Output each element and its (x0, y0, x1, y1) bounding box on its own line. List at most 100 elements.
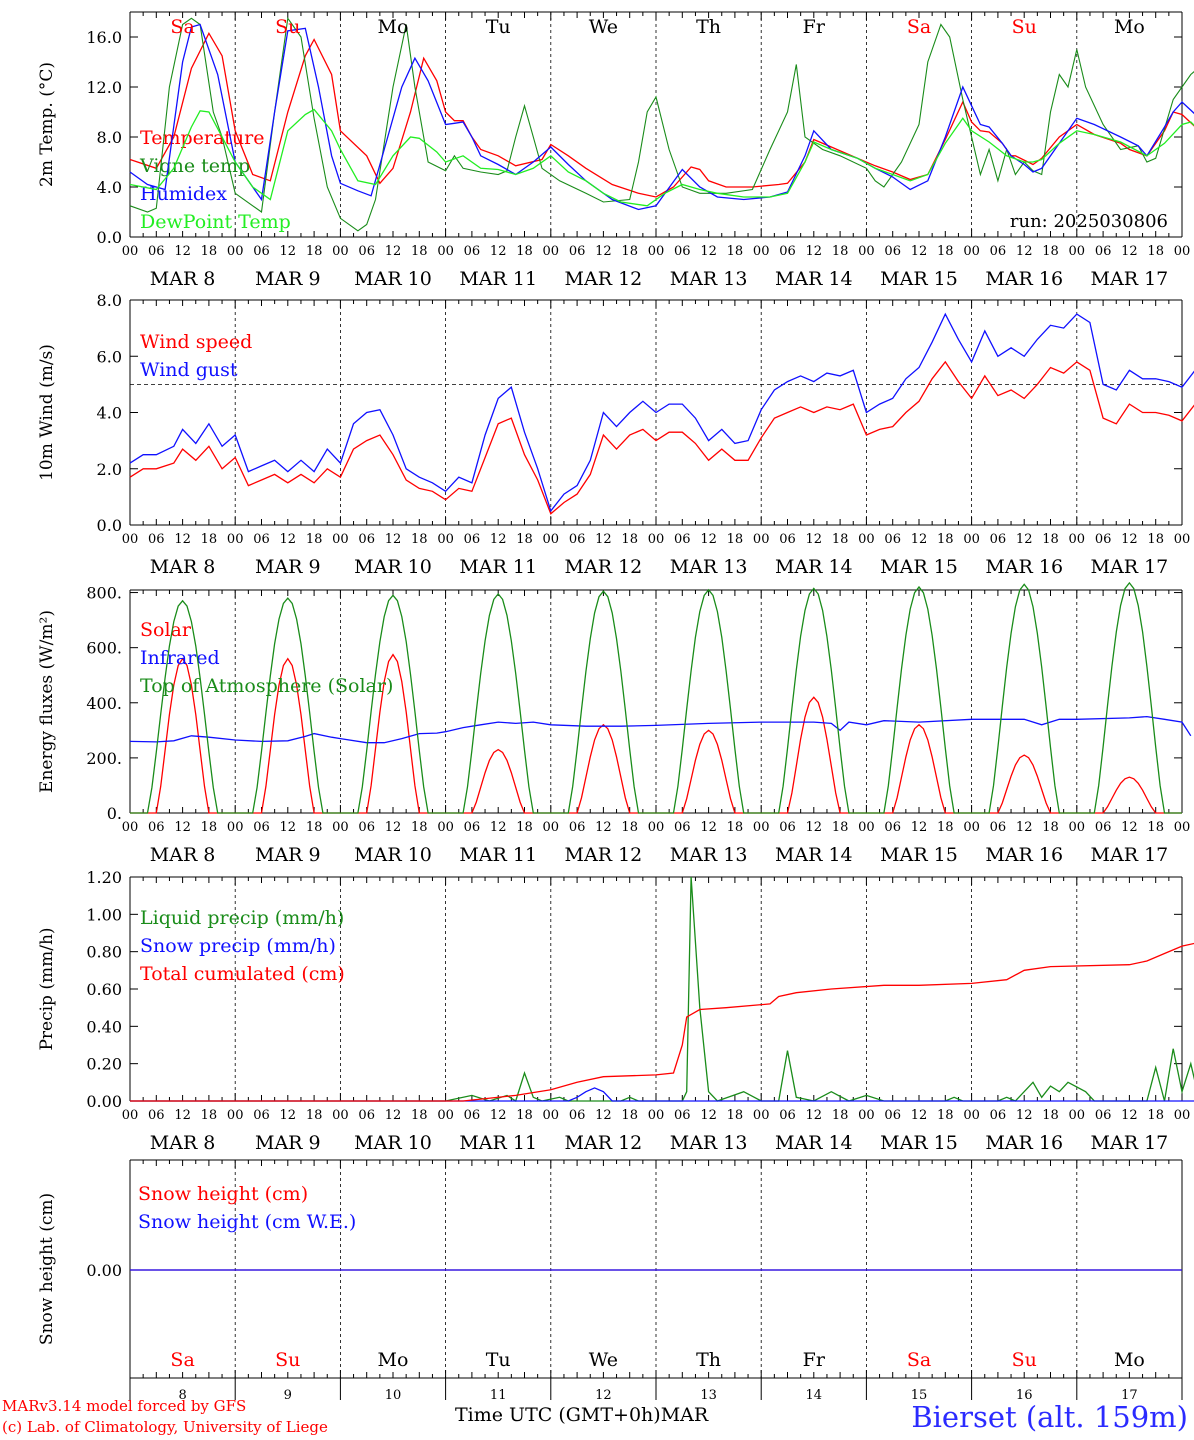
series-line-wind-speed (129, 360, 1194, 515)
hour-tick-label: 18 (1042, 532, 1059, 547)
hour-tick-label: 18 (306, 820, 323, 835)
hour-tick-label: 06 (569, 532, 586, 547)
date-label: MAR 14 (775, 1132, 853, 1154)
hour-tick-label: 00 (858, 532, 875, 547)
model-credit: MARv3.14 model forced by GFS (2, 1397, 247, 1415)
time-axis-month: MAR (660, 1404, 709, 1426)
day-number-label: 14 (806, 1388, 823, 1403)
legend-entry: Total cumulated (cm) (140, 963, 345, 985)
legend-entry: Vigne temp (139, 155, 250, 177)
hour-tick-label: 06 (674, 820, 691, 835)
hour-tick-label: 00 (332, 532, 349, 547)
hour-tick-label: 18 (727, 1108, 744, 1123)
hour-tick-label: 00 (858, 1108, 875, 1123)
y-axis-title: Energy fluxes (W/m²) (37, 610, 57, 793)
hour-tick-label: 06 (358, 1108, 375, 1123)
hour-tick-label: 12 (806, 244, 823, 259)
hour-tick-label: 12 (174, 1108, 191, 1123)
hour-tick-label: 18 (201, 532, 218, 547)
hour-tick-label: 12 (490, 820, 507, 835)
hour-tick-label: 00 (227, 532, 244, 547)
hour-tick-label: 12 (911, 820, 928, 835)
y-tick-label: 2.0 (97, 460, 122, 479)
hour-tick-label: 18 (727, 244, 744, 259)
y-tick-label: 0.80 (86, 943, 122, 962)
y-tick-label: 1.00 (86, 905, 122, 924)
hour-tick-label: 18 (832, 532, 849, 547)
hour-tick-label: 00 (227, 1108, 244, 1123)
hour-tick-label: 06 (779, 532, 796, 547)
day-number-label: 12 (595, 1388, 612, 1403)
hour-tick-label: 18 (411, 244, 428, 259)
hour-tick-label: 06 (358, 532, 375, 547)
hour-tick-label: 06 (253, 244, 270, 259)
day-number-label: 16 (1016, 1388, 1033, 1403)
date-label: MAR 15 (880, 1132, 958, 1154)
date-label: MAR 10 (354, 556, 432, 578)
hour-tick-label: 18 (832, 244, 849, 259)
y-axis-title: 2m Temp. (°C) (37, 62, 57, 187)
date-label: MAR 13 (670, 844, 748, 866)
day-number-label: 11 (490, 1388, 507, 1403)
hour-tick-label: 12 (490, 244, 507, 259)
y-tick-label: 8.0 (97, 128, 122, 147)
date-label: MAR 14 (775, 268, 853, 290)
hour-tick-label: 12 (1016, 1108, 1033, 1123)
hour-tick-label: 00 (963, 532, 980, 547)
hour-tick-label: 18 (621, 244, 638, 259)
legend-entry: Infrared (140, 647, 220, 669)
y-axis-title: Precip (mm/h) (37, 927, 57, 1050)
y-tick-label: 200. (86, 749, 122, 768)
panel-4: 0.00 0.20 0.40 0.60 0.80 1.00 1.20 Precip (mm/h… (37, 868, 1194, 1154)
hour-tick-label: 00 (648, 532, 665, 547)
date-label: MAR 9 (255, 844, 321, 866)
legend-entry: Snow precip (mm/h) (140, 935, 336, 957)
hour-tick-label: 06 (148, 532, 165, 547)
weekday-label: We (589, 16, 618, 38)
hour-tick-label: 12 (280, 532, 297, 547)
hour-tick-label: 00 (332, 820, 349, 835)
hour-tick-label: 12 (385, 532, 402, 547)
date-label: MAR 13 (670, 268, 748, 290)
legend-entry: Wind gust (140, 359, 238, 381)
hour-tick-label: 06 (464, 1108, 481, 1123)
y-tick-label: 0.00 (86, 1261, 122, 1280)
series-line-snow-precip-mm-h (130, 1087, 1194, 1102)
hour-tick-label: 18 (516, 1108, 533, 1123)
hour-tick-label: 12 (595, 244, 612, 259)
weekday-label-bottom: Sa (907, 1349, 931, 1371)
hour-tick-label: 06 (884, 1108, 901, 1123)
hour-tick-label: 18 (1042, 1108, 1059, 1123)
hour-tick-label: 12 (174, 532, 191, 547)
hour-tick-label: 18 (1042, 244, 1059, 259)
hour-tick-label: 06 (990, 1108, 1007, 1123)
day-number-label: 17 (1121, 1388, 1138, 1403)
hour-tick-label: 06 (1095, 532, 1112, 547)
day-number-label: 13 (700, 1388, 717, 1403)
day-number-label: 10 (385, 1388, 402, 1403)
hour-tick-label: 12 (806, 820, 823, 835)
hour-tick-label: 12 (700, 820, 717, 835)
hour-tick-label: 06 (779, 820, 796, 835)
hour-tick-label: 18 (516, 532, 533, 547)
weekday-label: Tu (486, 16, 511, 38)
hour-tick-label: 18 (201, 1108, 218, 1123)
footer-credits: MARv3.14 model forced by GFS (c) Lab. of… (2, 1396, 328, 1438)
hour-tick-label: 18 (1147, 820, 1164, 835)
hour-tick-label: 00 (437, 244, 454, 259)
weekday-label: Su (1012, 16, 1037, 38)
hour-tick-label: 00 (648, 244, 665, 259)
hour-tick-label: 06 (674, 1108, 691, 1123)
panel-2: 0.0 2.0 4.0 6.0 8.0 10m Wind (m/s) Wind speed W… (37, 291, 1194, 578)
hour-tick-label: 18 (411, 532, 428, 547)
hour-tick-label: 12 (700, 244, 717, 259)
date-label: MAR 11 (459, 844, 537, 866)
hour-tick-label: 18 (832, 820, 849, 835)
weekday-label-bottom: Sa (170, 1349, 194, 1371)
hour-tick-label: 00 (1069, 820, 1086, 835)
legend-entry: Solar (140, 619, 192, 641)
hour-tick-label: 06 (779, 1108, 796, 1123)
y-tick-label: 0.60 (86, 980, 122, 999)
date-label: MAR 8 (150, 844, 216, 866)
hour-tick-label: 18 (201, 820, 218, 835)
